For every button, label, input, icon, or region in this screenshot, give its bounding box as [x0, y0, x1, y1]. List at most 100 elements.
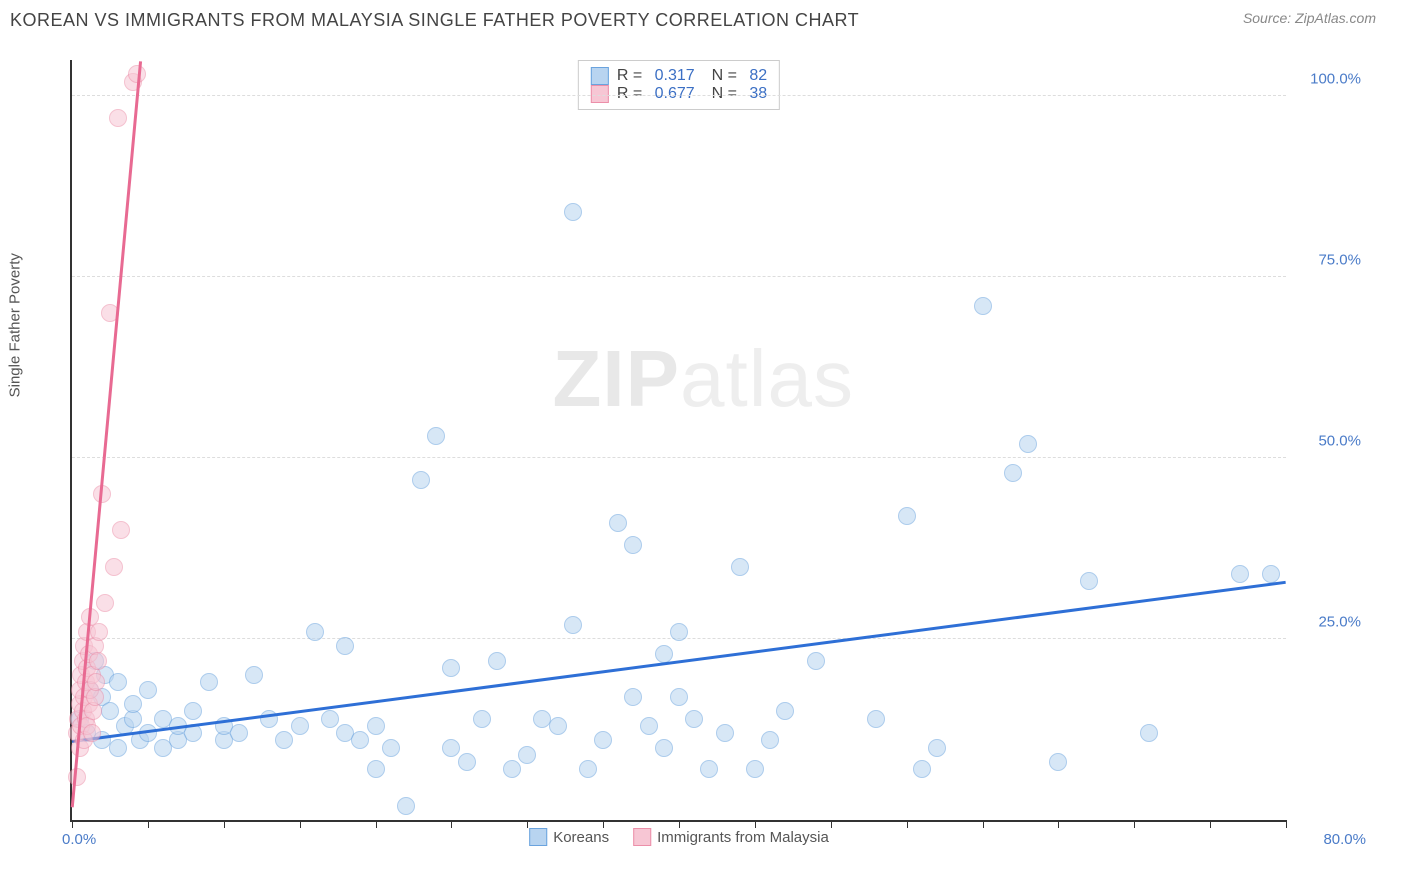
- x-tick: [376, 820, 377, 828]
- data-point: [579, 760, 597, 778]
- data-point: [291, 717, 309, 735]
- data-point: [974, 297, 992, 315]
- x-tick: [1286, 820, 1287, 828]
- data-point: [427, 427, 445, 445]
- data-point: [913, 760, 931, 778]
- data-point: [109, 109, 127, 127]
- trend-line: [72, 581, 1286, 743]
- data-point: [761, 731, 779, 749]
- swatch-malaysia: [591, 85, 609, 103]
- x-tick: [907, 820, 908, 828]
- data-point: [321, 710, 339, 728]
- data-point: [442, 659, 460, 677]
- gridline: [72, 95, 1286, 96]
- x-tick: [603, 820, 604, 828]
- data-point: [867, 710, 885, 728]
- data-point: [124, 695, 142, 713]
- data-point: [1049, 753, 1067, 771]
- data-point: [609, 514, 627, 532]
- data-point: [731, 558, 749, 576]
- y-tick-label: 75.0%: [1318, 252, 1361, 269]
- data-point: [670, 623, 688, 641]
- data-point: [1080, 572, 1098, 590]
- x-tick: [983, 820, 984, 828]
- data-point: [716, 724, 734, 742]
- data-point: [412, 471, 430, 489]
- legend-item-malaysia: Immigrants from Malaysia: [633, 828, 829, 846]
- swatch-koreans: [591, 67, 609, 85]
- data-point: [624, 688, 642, 706]
- y-tick-label: 25.0%: [1318, 614, 1361, 631]
- data-point: [101, 702, 119, 720]
- data-point: [594, 731, 612, 749]
- data-point: [1231, 565, 1249, 583]
- legend-item-koreans: Koreans: [529, 828, 609, 846]
- x-tick: [831, 820, 832, 828]
- data-point: [564, 203, 582, 221]
- x-tick: [1134, 820, 1135, 828]
- data-point: [670, 688, 688, 706]
- data-point: [184, 702, 202, 720]
- data-point: [139, 681, 157, 699]
- x-max-label: 80.0%: [1323, 831, 1366, 848]
- gridline: [72, 276, 1286, 277]
- x-tick: [148, 820, 149, 828]
- y-tick-label: 100.0%: [1310, 71, 1361, 88]
- data-point: [105, 558, 123, 576]
- data-point: [87, 673, 105, 691]
- data-point: [1140, 724, 1158, 742]
- data-point: [518, 746, 536, 764]
- x-tick: [755, 820, 756, 828]
- stats-legend: R = 0.317 N = 82 R = 0.677 N = 38: [578, 60, 780, 110]
- data-point: [112, 521, 130, 539]
- watermark: ZIPatlas: [553, 333, 854, 425]
- data-point: [382, 739, 400, 757]
- legend-swatch-malaysia: [633, 828, 651, 846]
- y-tick-label: 50.0%: [1318, 433, 1361, 450]
- data-point: [624, 536, 642, 554]
- legend-swatch-koreans: [529, 828, 547, 846]
- data-point: [367, 760, 385, 778]
- data-point: [488, 652, 506, 670]
- x-tick: [1210, 820, 1211, 828]
- x-tick: [679, 820, 680, 828]
- data-point: [89, 652, 107, 670]
- data-point: [1004, 464, 1022, 482]
- data-point: [640, 717, 658, 735]
- stats-row-koreans: R = 0.317 N = 82: [591, 67, 767, 85]
- data-point: [245, 666, 263, 684]
- stats-row-malaysia: R = 0.677 N = 38: [591, 85, 767, 103]
- data-point: [1262, 565, 1280, 583]
- data-point: [397, 797, 415, 815]
- x-tick: [72, 820, 73, 828]
- data-point: [807, 652, 825, 670]
- data-point: [458, 753, 476, 771]
- data-point: [442, 739, 460, 757]
- x-tick: [527, 820, 528, 828]
- data-point: [503, 760, 521, 778]
- data-point: [275, 731, 293, 749]
- data-point: [109, 673, 127, 691]
- gridline: [72, 457, 1286, 458]
- data-point: [473, 710, 491, 728]
- data-point: [928, 739, 946, 757]
- header: KOREAN VS IMMIGRANTS FROM MALAYSIA SINGL…: [0, 0, 1406, 36]
- x-min-label: 0.0%: [62, 831, 96, 848]
- data-point: [351, 731, 369, 749]
- chart-container: Single Father Poverty ZIPatlas R = 0.317…: [20, 50, 1376, 872]
- source-label: Source: ZipAtlas.com: [1243, 10, 1376, 26]
- data-point: [306, 623, 324, 641]
- data-point: [564, 616, 582, 634]
- data-point: [776, 702, 794, 720]
- y-axis-label: Single Father Poverty: [7, 253, 24, 397]
- plot-area: ZIPatlas R = 0.317 N = 82 R = 0.677 N = …: [70, 60, 1286, 822]
- data-point: [746, 760, 764, 778]
- data-point: [1019, 435, 1037, 453]
- data-point: [655, 645, 673, 663]
- data-point: [549, 717, 567, 735]
- data-point: [336, 637, 354, 655]
- x-tick: [300, 820, 301, 828]
- data-point: [655, 739, 673, 757]
- data-point: [96, 594, 114, 612]
- data-point: [200, 673, 218, 691]
